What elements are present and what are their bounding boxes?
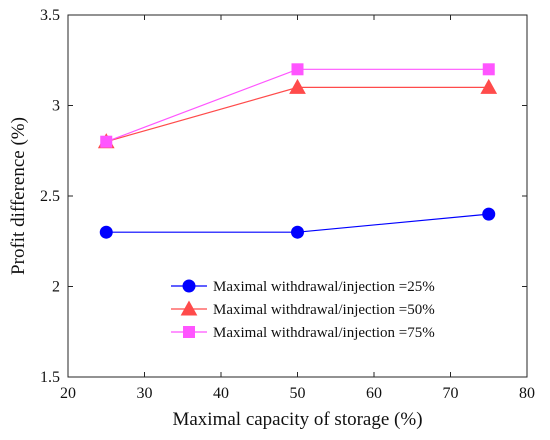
legend-label: Maximal withdrawal/injection =25% bbox=[213, 279, 435, 295]
legend-box bbox=[167, 271, 502, 346]
legend-marker-square bbox=[183, 326, 195, 338]
x-tick-label: 50 bbox=[290, 385, 306, 402]
series-1 bbox=[99, 207, 496, 239]
x-axis-title: Maximal capacity of storage (%) bbox=[172, 409, 422, 430]
data-point-circle bbox=[291, 225, 304, 239]
y-axis-ticks: 1.5 2 2.5 3 3.5 bbox=[40, 7, 527, 386]
x-tick-label: 80 bbox=[519, 385, 535, 402]
y-tick-label: 3 bbox=[52, 98, 60, 115]
legend-label: Maximal withdrawal/injection =50% bbox=[213, 302, 435, 318]
legend-item: Maximal withdrawal/injection =25% bbox=[171, 279, 435, 295]
legend: Maximal withdrawal/injection =25% Maximal… bbox=[167, 271, 502, 346]
data-point-triangle bbox=[289, 78, 306, 94]
series-2 bbox=[97, 78, 498, 149]
data-point-circle bbox=[99, 225, 113, 239]
x-tick-label: 70 bbox=[443, 385, 459, 402]
data-point-square bbox=[291, 63, 304, 76]
y-tick-label: 1.5 bbox=[40, 369, 60, 386]
y-tick-label: 2 bbox=[52, 279, 60, 296]
y-tick-label: 3.5 bbox=[40, 7, 60, 24]
x-tick-label: 40 bbox=[213, 385, 229, 402]
series-layer bbox=[97, 63, 498, 239]
series-line bbox=[106, 86, 489, 143]
x-axis-ticks: 20 30 40 50 60 70 80 bbox=[60, 15, 535, 402]
data-point-circle bbox=[482, 207, 496, 221]
y-tick-label: 2.5 bbox=[40, 188, 60, 205]
legend-marker-circle bbox=[182, 279, 196, 293]
x-tick-label: 20 bbox=[60, 385, 76, 402]
legend-marker-triangle bbox=[180, 300, 198, 316]
y-axis-title: Profit difference (%) bbox=[8, 117, 29, 275]
data-point-triangle bbox=[480, 78, 498, 94]
x-tick-label: 30 bbox=[137, 385, 153, 402]
data-point-square bbox=[100, 135, 113, 148]
x-tick-label: 60 bbox=[366, 385, 382, 402]
legend-item: Maximal withdrawal/injection =75% bbox=[171, 325, 435, 341]
legend-label: Maximal withdrawal/injection =75% bbox=[213, 325, 435, 341]
data-point-square bbox=[482, 63, 495, 76]
series-3 bbox=[100, 63, 495, 148]
legend-item: Maximal withdrawal/injection =50% bbox=[171, 300, 435, 318]
